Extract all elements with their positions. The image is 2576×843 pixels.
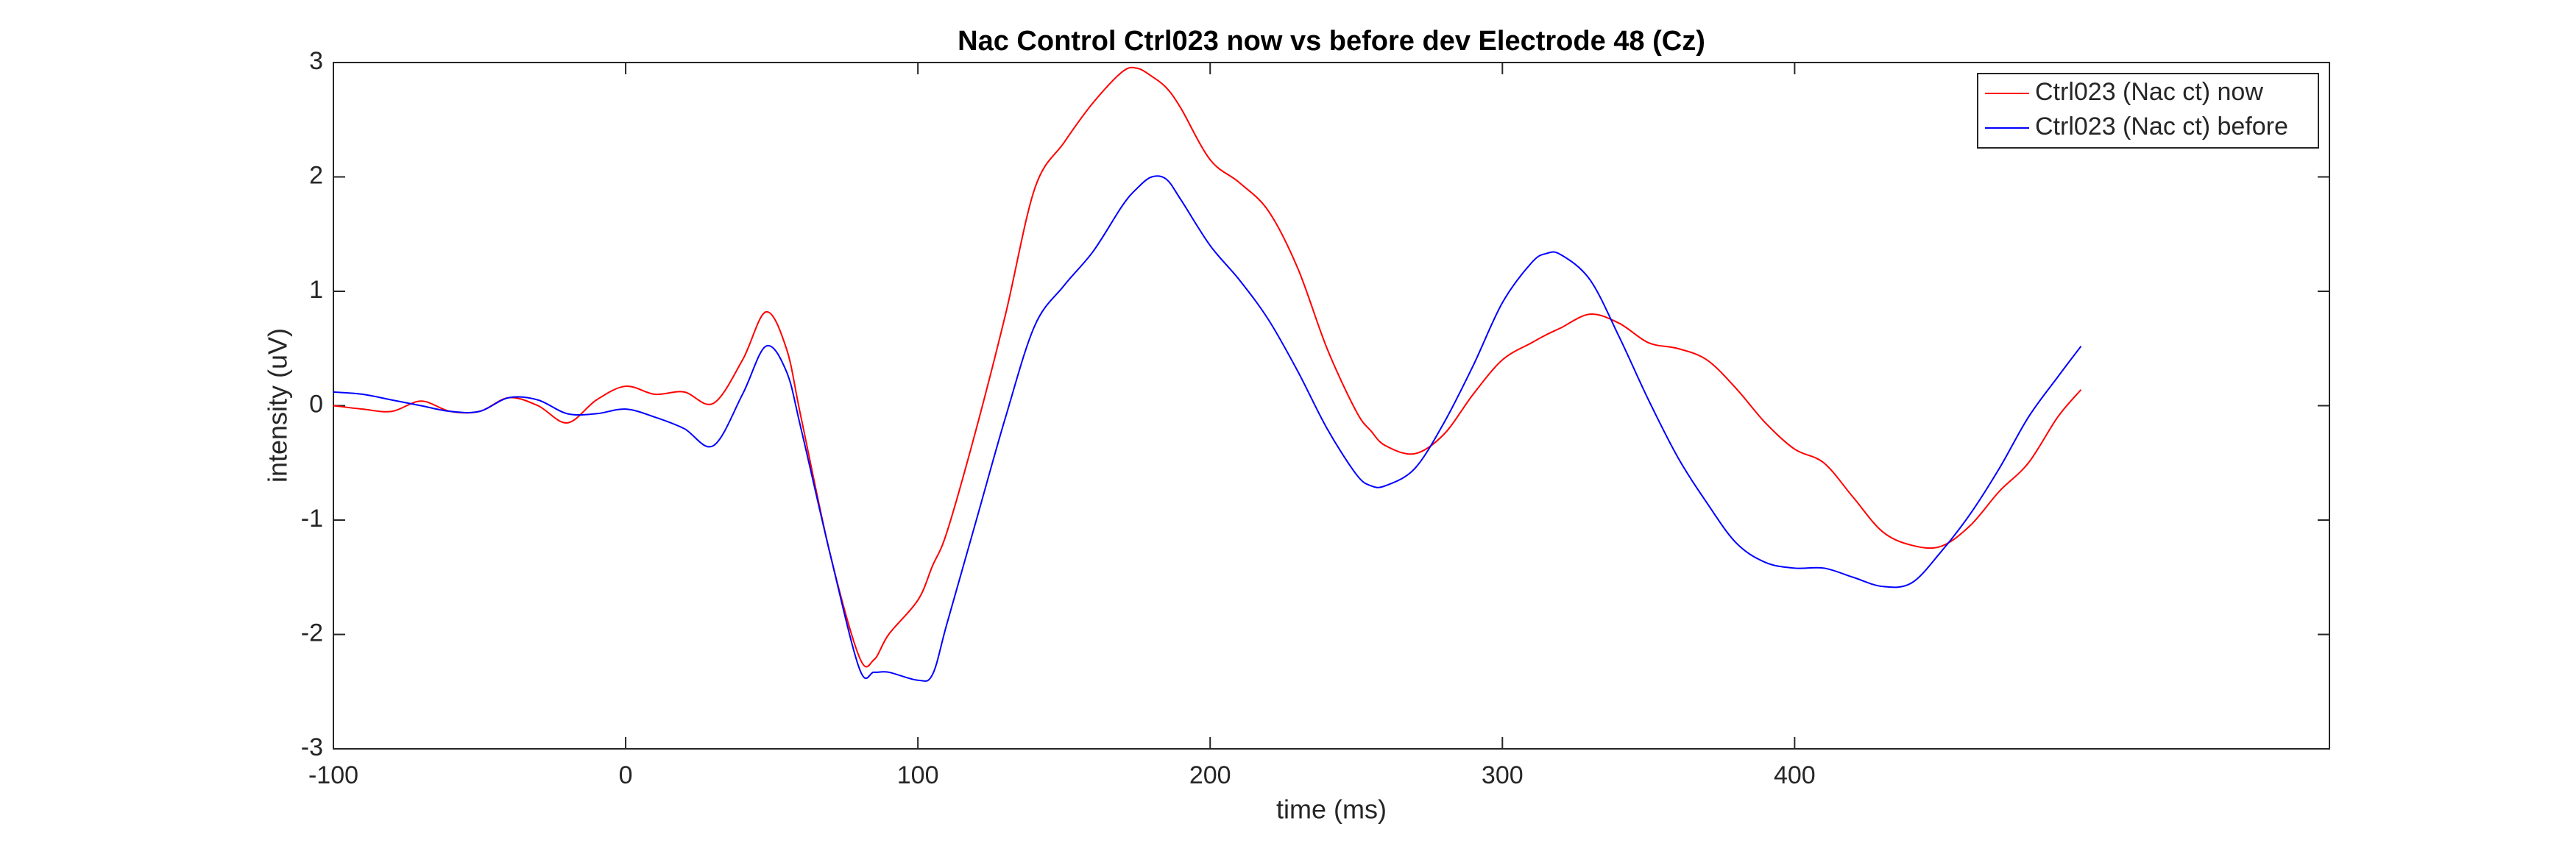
y-tick-label: -3 [301,733,323,761]
x-tick-label: 200 [1189,761,1231,789]
x-tick-label: -100 [308,761,358,789]
y-axis-label: intensity (uV) [263,328,293,483]
y-tick-label: -1 [301,505,323,533]
y-tick-label: 2 [309,161,323,189]
x-tick-label: 300 [1482,761,1524,789]
chart-title: Nac Control Ctrl023 now vs before dev El… [958,26,1705,57]
y-tick-label: 3 [309,47,323,75]
legend-label: Ctrl023 (Nac ct) now [2035,78,2263,106]
y-tick-label: -2 [301,619,323,647]
x-tick-label: 400 [1774,761,1816,789]
y-tick-label: 0 [309,390,323,418]
legend-box [1977,73,2319,149]
series-line [333,66,2082,668]
series-line [333,175,2082,682]
legend-label: Ctrl023 (Nac ct) before [2035,113,2288,140]
x-tick-label: 0 [619,761,633,789]
x-tick-label: 100 [897,761,939,789]
y-tick-label: 1 [309,276,323,304]
x-axis-label: time (ms) [1276,794,1387,825]
